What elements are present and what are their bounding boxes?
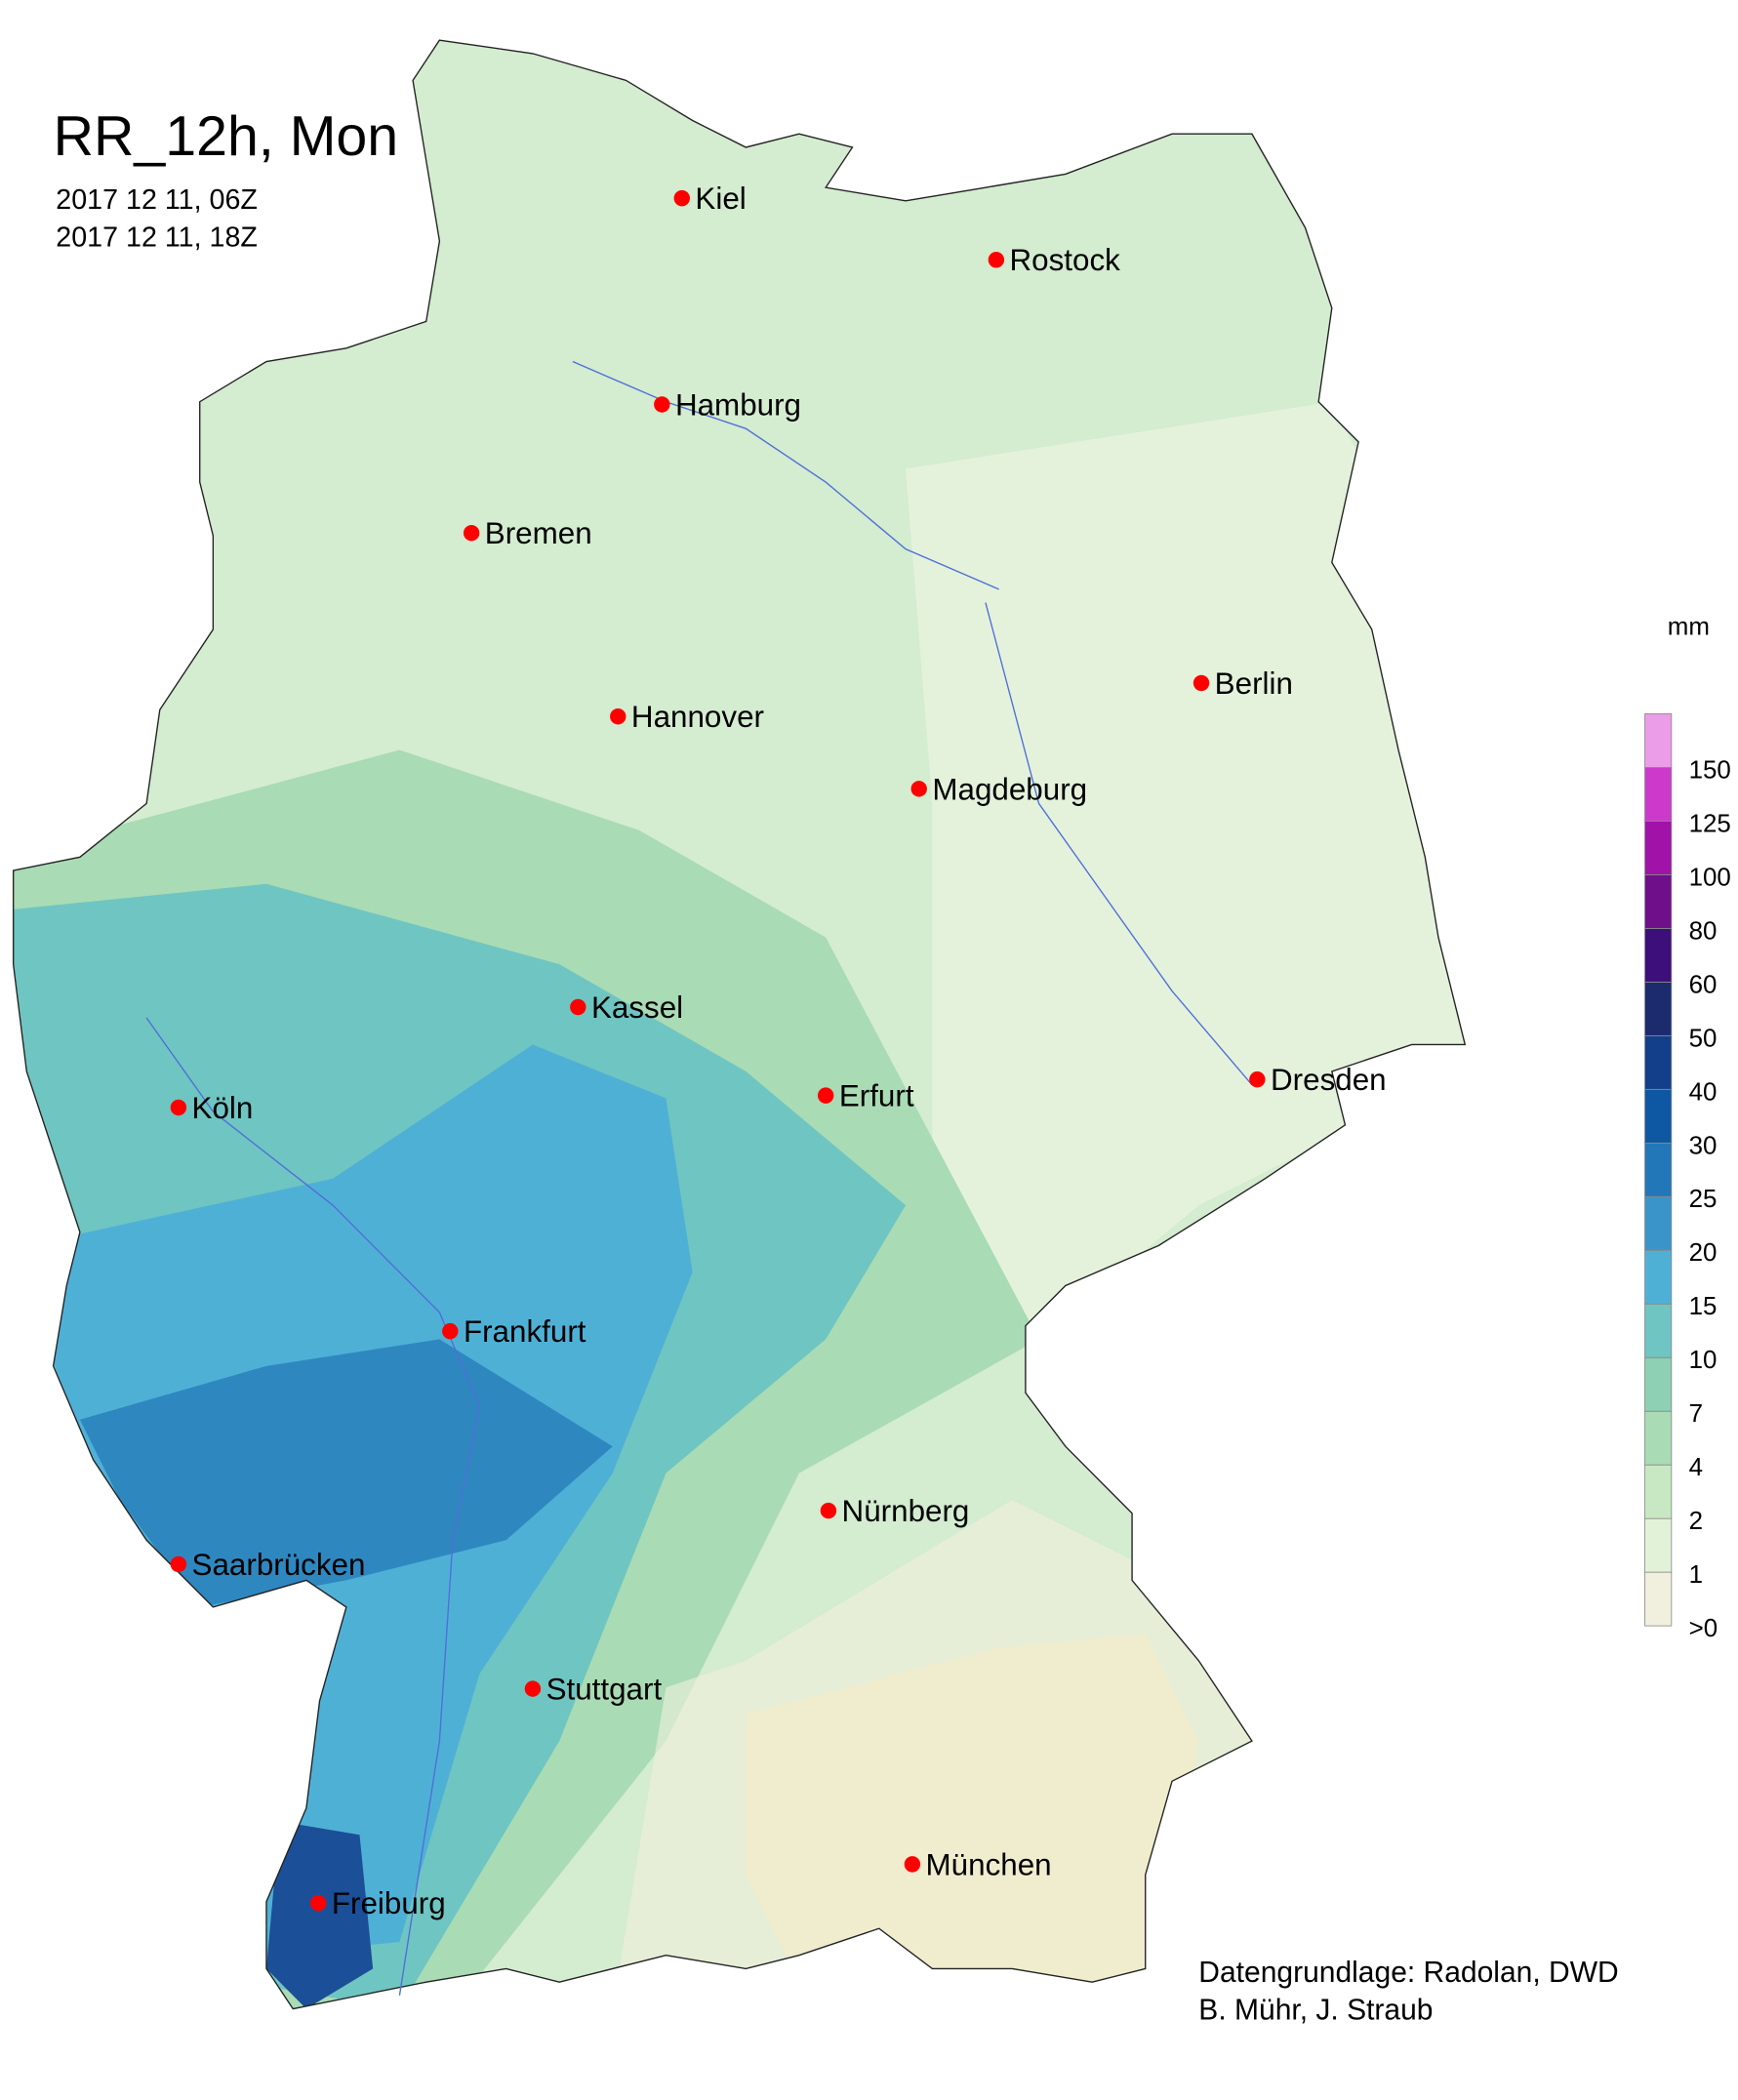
credit: B. Mühr, J. Straub <box>1198 1995 1433 2027</box>
city-marker <box>524 1680 542 1697</box>
legend-swatch <box>1644 1034 1673 1090</box>
city-label: Hannover <box>631 700 764 734</box>
legend-label: 60 <box>1689 969 1718 998</box>
city-label: Rostock <box>1010 243 1121 277</box>
city-marker <box>820 1502 837 1519</box>
city-marker <box>170 1555 187 1573</box>
city-marker <box>570 998 586 1016</box>
city-marker <box>817 1087 834 1104</box>
city-label: Freiburg <box>332 1886 446 1920</box>
city-marker <box>309 1894 327 1912</box>
legend-swatch <box>1644 1356 1673 1412</box>
area-30-40 <box>265 1821 374 2009</box>
legend-label: 7 <box>1689 1398 1703 1428</box>
legend-swatch <box>1644 1303 1673 1358</box>
city-marker <box>442 1322 459 1340</box>
city-label: Kassel <box>591 990 683 1025</box>
legend-label: 15 <box>1689 1291 1718 1320</box>
legend-label: 30 <box>1689 1130 1718 1159</box>
legend-swatch <box>1644 1571 1673 1627</box>
map-title: RR_12h, Mon <box>54 105 399 168</box>
city-marker <box>904 1856 921 1873</box>
legend-swatch <box>1644 821 1673 875</box>
legend-label: 25 <box>1689 1184 1718 1213</box>
city-label: Köln <box>192 1091 254 1125</box>
city-marker <box>988 252 1005 268</box>
credit: Datengrundlage: Radolan, DWD <box>1198 1957 1618 1989</box>
legend-swatch <box>1644 1464 1673 1519</box>
legend-swatch <box>1644 1410 1673 1466</box>
city-label: Frankfurt <box>464 1314 586 1349</box>
city-label: Bremen <box>485 516 592 550</box>
light-area <box>906 401 1466 1340</box>
city-label: Nürnberg <box>842 1494 970 1528</box>
city-marker <box>170 1099 187 1116</box>
city-label: Berlin <box>1215 666 1293 701</box>
precip-field <box>13 40 1466 2009</box>
legend-label: >0 <box>1689 1613 1718 1642</box>
city-label: Stuttgart <box>546 1672 663 1706</box>
legend-swatch <box>1644 1517 1673 1573</box>
legend-swatch <box>1644 981 1673 1036</box>
legend-swatch <box>1644 874 1673 929</box>
legend-swatch <box>1644 1088 1673 1144</box>
legend-label: 150 <box>1689 754 1731 784</box>
city-label: Magdeburg <box>932 772 1087 806</box>
city-label: Saarbrücken <box>192 1548 366 1582</box>
legend-swatch <box>1644 767 1673 822</box>
city-marker <box>673 189 690 207</box>
city-label: Erfurt <box>839 1079 914 1113</box>
legend-label: 80 <box>1689 915 1718 945</box>
city-marker <box>1249 1070 1266 1088</box>
legend-swatch <box>1644 927 1673 983</box>
legend-label: 10 <box>1689 1345 1718 1374</box>
run-time: 2017 12 11, 18Z <box>56 222 258 253</box>
legend-swatch <box>1644 713 1673 768</box>
city-marker <box>654 396 670 413</box>
legend-label: 40 <box>1689 1076 1718 1106</box>
legend-label: 2 <box>1689 1506 1703 1535</box>
city-marker <box>910 781 927 797</box>
area-0-1 <box>612 1500 1252 2009</box>
city-label: Hamburg <box>675 387 801 422</box>
legend-label: 125 <box>1689 808 1731 837</box>
legend-swatch <box>1644 1142 1673 1197</box>
legend-label: 50 <box>1689 1023 1718 1052</box>
legend-swatch <box>1644 1249 1673 1305</box>
city-label: Dresden <box>1271 1063 1387 1097</box>
city-label: Kiel <box>695 182 746 216</box>
legend-label: 1 <box>1689 1559 1703 1589</box>
legend-label: 4 <box>1689 1452 1703 1481</box>
legend-swatch <box>1644 1195 1673 1251</box>
river <box>572 360 999 590</box>
city-marker <box>610 707 626 725</box>
legend-label: 100 <box>1689 862 1731 891</box>
legend-label: 20 <box>1689 1237 1718 1267</box>
run-time: 2017 12 11, 06Z <box>56 184 258 216</box>
river <box>145 1017 481 1996</box>
city-marker <box>463 524 480 542</box>
legend-unit: mm <box>1668 611 1710 640</box>
city-marker <box>1192 674 1210 692</box>
city-label: München <box>926 1847 1052 1881</box>
river <box>985 602 1253 1086</box>
